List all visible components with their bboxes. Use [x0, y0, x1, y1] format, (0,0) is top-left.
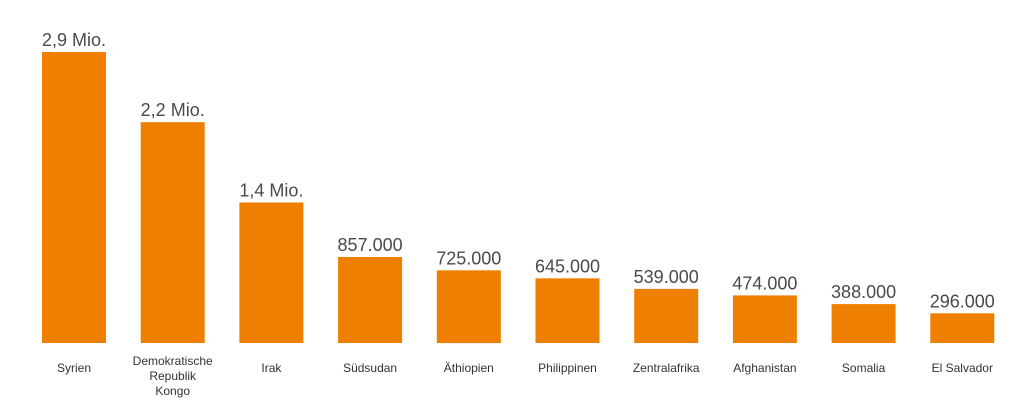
- value-label-syrien: 2,9 Mio.: [42, 30, 106, 50]
- category-label-line: Südsudan: [343, 361, 397, 375]
- bar-zentralafrika: [634, 288, 699, 343]
- value-label-afghanistan: 474.000: [732, 273, 797, 293]
- category-label-line: Syrien: [57, 361, 91, 375]
- bar-el-salvador: [930, 313, 995, 343]
- value-label-demokratische-republik-kongo: 2,2 Mio.: [141, 100, 205, 120]
- bar-syrien: [42, 52, 106, 343]
- value-label-philippinen: 645.000: [535, 256, 600, 276]
- category-label-line: Republik: [149, 369, 197, 383]
- category-label-zentralafrika: Zentralafrika: [633, 361, 700, 375]
- bar-äthiopien: [436, 270, 501, 344]
- category-label-demokratische-republik-kongo: Demokratische Republik Kongo: [133, 354, 213, 398]
- category-label-äthiopien: Äthiopien: [444, 361, 494, 375]
- bar-philippinen: [535, 278, 600, 343]
- bar-südsudan: [338, 257, 403, 343]
- category-label-syrien: Syrien: [57, 361, 91, 375]
- category-label-somalia: Somalia: [842, 361, 886, 375]
- category-label-line: Irak: [261, 361, 282, 375]
- value-label-zentralafrika: 539.000: [634, 267, 699, 287]
- category-label-line: Kongo: [155, 384, 190, 398]
- category-label-line: Philippinen: [538, 361, 597, 375]
- category-label-line: Demokratische: [133, 354, 213, 368]
- category-label-line: Zentralafrika: [633, 361, 700, 375]
- category-label-line: El Salvador: [932, 361, 993, 375]
- category-label-line: Somalia: [842, 361, 886, 375]
- bar-somalia: [831, 304, 896, 343]
- value-label-irak: 1,4 Mio.: [239, 181, 303, 201]
- bar-irak: [239, 202, 304, 343]
- category-label-afghanistan: Afghanistan: [733, 361, 796, 375]
- category-label-irak: Irak: [261, 361, 282, 375]
- value-label-somalia: 388.000: [831, 282, 896, 302]
- category-label-philippinen: Philippinen: [538, 361, 597, 375]
- bar-afghanistan: [732, 295, 797, 343]
- value-label-äthiopien: 725.000: [436, 248, 501, 268]
- bar-demokratische-republik-kongo: [140, 122, 205, 343]
- category-label-südsudan: Südsudan: [343, 361, 397, 375]
- category-label-line: Afghanistan: [733, 361, 796, 375]
- value-label-südsudan: 857.000: [338, 235, 403, 255]
- category-label-line: Äthiopien: [444, 361, 494, 375]
- value-label-el-salvador: 296.000: [930, 291, 995, 311]
- category-label-el-salvador: El Salvador: [932, 361, 993, 375]
